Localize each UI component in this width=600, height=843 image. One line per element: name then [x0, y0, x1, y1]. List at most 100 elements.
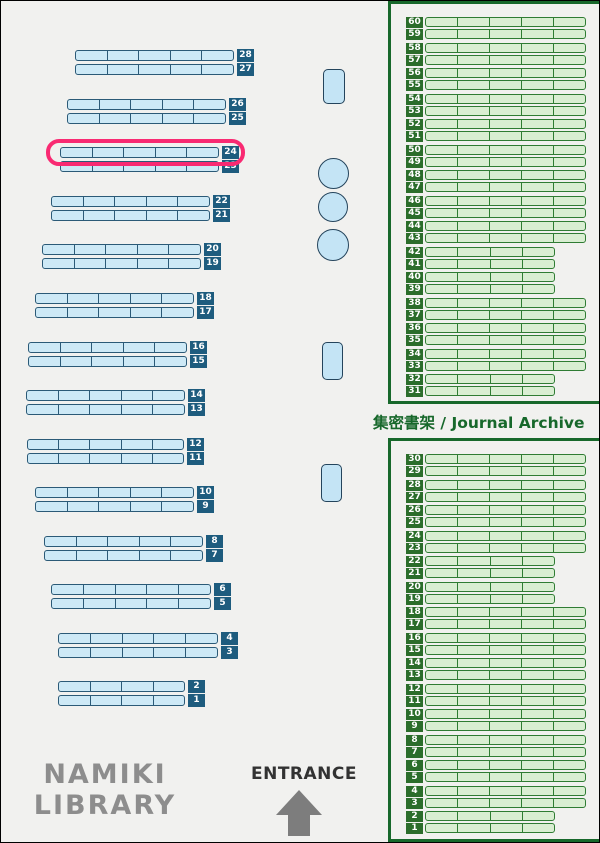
shelf-segment [522, 722, 554, 731]
shelf-segment [99, 307, 131, 317]
shelf-segment [426, 594, 459, 603]
archive-shelf-bar-47 [425, 182, 586, 193]
archive-shelf-bar-23 [425, 542, 586, 553]
shelf-segment [522, 671, 554, 680]
library-title-line1: NAMIKI [43, 759, 167, 790]
shelf-badge-4: 4 [221, 632, 238, 645]
archive-shelf-bar-7 [425, 746, 586, 757]
shelf-segment [147, 210, 179, 220]
shelf-segment [554, 350, 585, 358]
shelf-segment [458, 43, 490, 52]
shelf-segment [554, 132, 585, 140]
archive-shelf-badge-56: 56 [406, 68, 423, 79]
shelf-segment [490, 145, 522, 154]
shelf-bar-20 [42, 244, 201, 255]
shelf-segment [68, 488, 100, 497]
shelf-segment [458, 531, 490, 540]
archive-shelf-bar-36 [425, 323, 586, 333]
shelf-segment [554, 299, 585, 307]
shelf-segment [426, 684, 458, 693]
shelf-segment [458, 582, 491, 591]
archive-shelf-badge-12: 12 [406, 683, 423, 695]
archive-shelf-badge-39: 39 [406, 284, 423, 296]
archive-shelf-bar-39 [425, 284, 555, 295]
archive-shelf-bar-45 [425, 207, 586, 218]
shelf-segment [554, 234, 585, 242]
shelf-segment [491, 259, 523, 268]
archive-shelf-bar-20 [425, 581, 555, 592]
shelf-segment [108, 64, 140, 74]
archive-shelf-bar-52 [425, 119, 586, 129]
shelf-badge-15: 15 [190, 354, 207, 368]
shelf-segment [61, 148, 93, 157]
shelf-segment [75, 245, 107, 254]
archive-shelf-bar-5 [425, 772, 586, 783]
archive-shelf-bar-60 [425, 17, 586, 27]
shelf-segment [426, 30, 458, 39]
shelf-badge-12: 12 [187, 438, 204, 451]
archive-shelf-badge-19: 19 [406, 593, 423, 605]
shelf-segment [458, 659, 490, 667]
shelf-bar-1 [58, 694, 185, 706]
shelf-segment [131, 113, 163, 123]
shelf-segment [426, 824, 459, 833]
shelf-segment [522, 735, 554, 744]
shelf-segment [84, 210, 116, 220]
shelf-segment [458, 145, 490, 154]
shelf-segment [426, 69, 458, 77]
shelf-segment [138, 245, 170, 254]
archive-shelf-badge-16: 16 [406, 632, 423, 644]
shelf-segment [153, 454, 183, 463]
archive-shelf-badge-8: 8 [406, 734, 423, 746]
shelf-bar-21 [51, 209, 210, 221]
shelf-segment [523, 387, 554, 395]
shelf-segment [426, 310, 458, 319]
shelf-segment [491, 812, 523, 820]
shelf-segment [426, 659, 458, 667]
shelf-segment [554, 518, 585, 526]
shelf-segment [458, 608, 490, 616]
archive-shelf-badge-48: 48 [406, 170, 423, 181]
shelf-segment [490, 43, 522, 52]
shelf-segment [523, 557, 554, 565]
shelf-segment [458, 786, 490, 795]
shelf-segment [122, 404, 154, 414]
shelf-segment [426, 55, 458, 64]
shelf-segment [59, 634, 91, 643]
shelf-segment [522, 18, 554, 26]
shelf-segment [490, 633, 522, 642]
shelf-segment [491, 247, 523, 256]
archive-shelf-badge-47: 47 [406, 182, 423, 194]
shelf-segment [522, 234, 554, 243]
shelf-segment [52, 598, 84, 608]
shelf-segment [426, 18, 458, 26]
shelf-segment [59, 453, 91, 463]
shelf-segment [106, 245, 138, 254]
archive-shelf-badge-33: 33 [406, 360, 423, 372]
shelf-segment [554, 467, 585, 475]
shelf-segment [426, 81, 458, 90]
shelf-segment [458, 157, 490, 166]
archive-shelf-badge-60: 60 [406, 17, 423, 28]
shelf-segment [36, 307, 68, 317]
archive-shelf-badge-18: 18 [406, 607, 423, 618]
archive-shelf-bar-50 [425, 144, 586, 155]
shelf-segment [554, 685, 585, 693]
shelf-segment [490, 55, 522, 64]
shelf-bar-4 [58, 633, 218, 644]
shelf-segment [554, 493, 585, 501]
shelf-segment [178, 211, 209, 220]
shelf-segment [490, 94, 522, 103]
shelf-badge-21: 21 [213, 208, 230, 222]
shelf-segment [490, 480, 522, 489]
shelf-segment [490, 132, 522, 141]
shelf-segment [426, 645, 458, 654]
shelf-segment [122, 440, 153, 449]
fixture-table-circle [318, 158, 349, 189]
archive-shelf-badge-43: 43 [406, 233, 423, 245]
shelf-bar-18 [35, 293, 194, 304]
shelf-segment [426, 557, 459, 565]
shelf-segment [554, 18, 585, 26]
shelf-segment [522, 684, 554, 693]
archive-shelf-bar-51 [425, 131, 586, 142]
